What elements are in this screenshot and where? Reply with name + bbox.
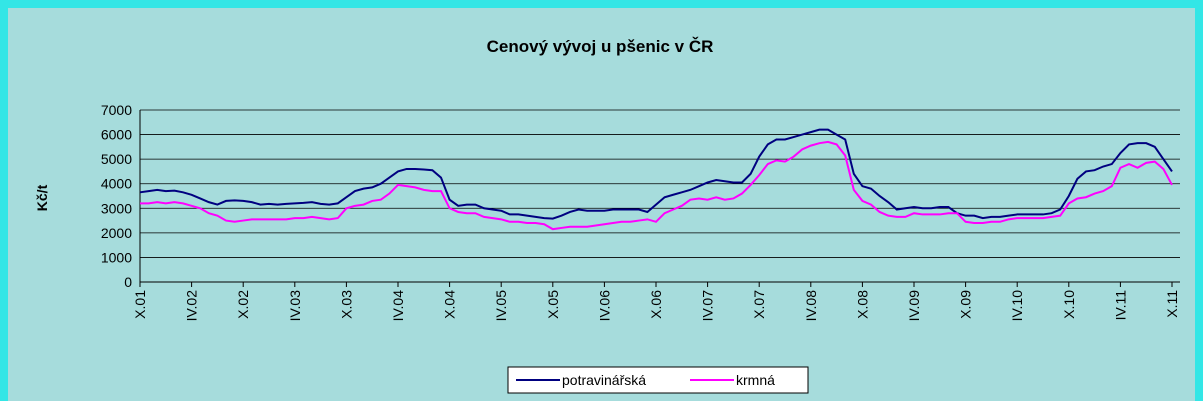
x-tick-label: X.02 <box>235 290 251 319</box>
x-tick-label: X.11 <box>1164 290 1180 318</box>
y-tick-label: 7000 <box>101 102 132 118</box>
legend-label: potravinářská <box>562 372 646 388</box>
x-tick-label: X.08 <box>854 290 870 319</box>
x-tick-label: IV.09 <box>906 290 922 322</box>
x-tick-label: X.10 <box>1061 290 1077 319</box>
chart-title: Cenový vývoj u pšenic v ČR <box>487 37 714 56</box>
x-tick-label: IV.05 <box>493 290 509 322</box>
x-tick-label: X.06 <box>648 290 664 319</box>
y-tick-label: 0 <box>124 274 132 290</box>
x-tick-label: X.05 <box>545 290 561 319</box>
x-tick-label: IV.07 <box>700 290 716 322</box>
y-tick-label: 3000 <box>101 200 132 216</box>
legend-label: krmná <box>736 372 775 388</box>
chart-panel <box>8 8 1195 401</box>
x-tick-label: IV.06 <box>596 290 612 322</box>
x-tick-label: X.04 <box>442 290 458 319</box>
y-tick-label: 6000 <box>101 127 132 143</box>
x-tick-label: IV.03 <box>287 290 303 322</box>
y-tick-label: 4000 <box>101 176 132 192</box>
series-line <box>140 140 1173 231</box>
y-tick-label: 1000 <box>101 249 132 265</box>
x-tick-label: IV.04 <box>390 290 406 322</box>
y-axis-label: Kč/t <box>34 184 50 211</box>
series-line <box>139 128 1173 220</box>
x-tick-label: X.03 <box>338 290 354 319</box>
x-tick-label: IV.08 <box>803 290 819 322</box>
x-tick-label: IV.10 <box>1009 290 1025 322</box>
x-tick-label: X.01 <box>132 290 148 319</box>
x-tick-label: IV.02 <box>184 290 200 322</box>
y-tick-label: 5000 <box>101 151 132 167</box>
y-tick-label: 2000 <box>101 225 132 241</box>
x-tick-label: X.09 <box>958 290 974 319</box>
x-tick-label: X.07 <box>751 290 767 319</box>
x-tick-label: IV.11 <box>1112 290 1128 321</box>
